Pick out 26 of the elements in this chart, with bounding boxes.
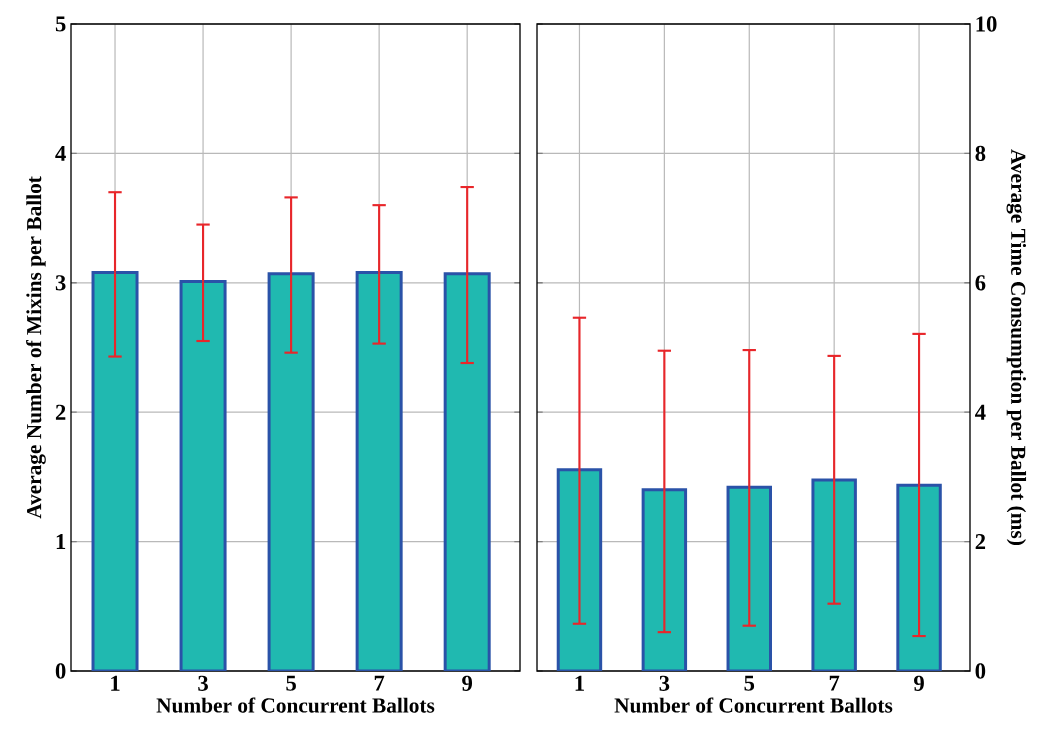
- y-tick-label: 4: [55, 145, 66, 161]
- y-tick-label: 1: [56, 534, 66, 550]
- y-tick-label: 0: [55, 663, 66, 679]
- y2-tick-label: 2: [975, 534, 986, 550]
- x-tick-label: 3: [198, 675, 208, 691]
- y-tick-label: 2: [55, 404, 66, 420]
- x-axis-title: Number of Concurrent Ballots: [614, 697, 893, 713]
- x-tick-label: 7: [374, 675, 385, 691]
- x-tick-label: 9: [914, 675, 924, 691]
- y2-tick-label: 8: [975, 145, 986, 162]
- x-tick-label: 9: [462, 675, 473, 691]
- y-tick-label: 3: [55, 275, 66, 291]
- y2-tick-label: 6: [975, 275, 986, 291]
- x-tick-label: 1: [575, 675, 584, 691]
- x-tick-label: 3: [659, 675, 670, 691]
- y2-tick-label: 10: [976, 16, 997, 32]
- y2-axis-title: Average Time Consumption per Ballot (ms): [1006, 149, 1027, 545]
- x-tick-label: 5: [744, 675, 755, 691]
- x-tick-label: 1: [111, 675, 120, 691]
- x-axis-title: Number of Concurrent Ballots: [156, 697, 435, 713]
- x-tick-label: 5: [286, 675, 296, 691]
- x-tick-label: 7: [829, 675, 840, 691]
- y-axis-title: Average Number of Mixins per Ballot: [26, 176, 46, 519]
- y-tick-label: 5: [55, 16, 66, 32]
- y2-tick-label: 4: [975, 404, 986, 420]
- y2-tick-label: 0: [975, 663, 986, 679]
